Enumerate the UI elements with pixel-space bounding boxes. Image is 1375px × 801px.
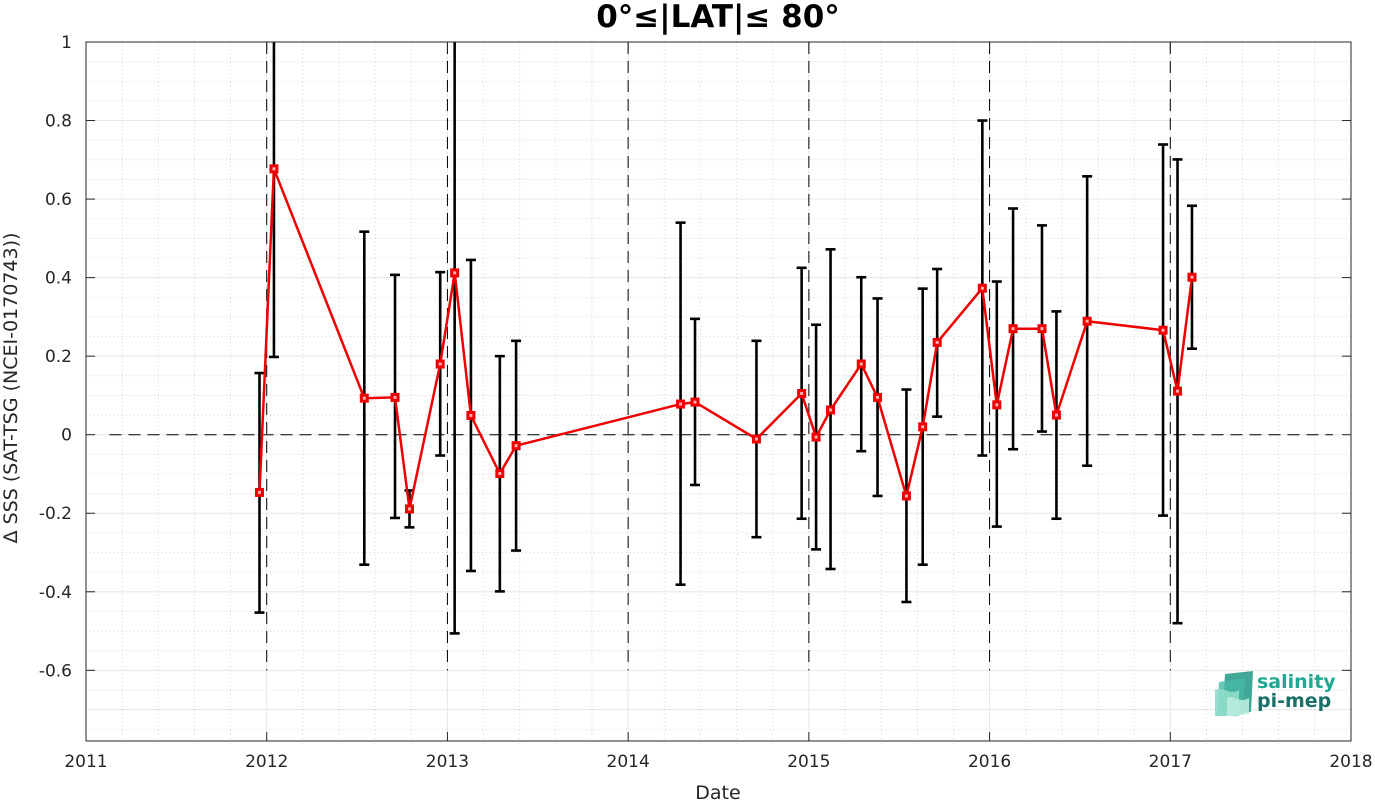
y-tick-label: -0.6: [39, 661, 72, 681]
logo-emblem-icon: [1215, 671, 1253, 716]
data-point-marker-center: [469, 413, 473, 417]
data-point-marker-center: [904, 494, 908, 498]
data-point-marker-center: [693, 400, 697, 404]
data-point-marker-center: [876, 395, 880, 399]
data-point-marker-center: [1040, 327, 1044, 331]
data-point-marker-center: [859, 362, 863, 366]
data-point-marker-center: [438, 362, 442, 366]
salinity-pi-mep-logo: salinity pi-mep: [1215, 671, 1336, 716]
plot-frame: [85, 41, 1352, 742]
x-tick-label: 2011: [64, 752, 107, 772]
chart-title: 0°≤|LAT|≤ 80°: [596, 0, 840, 35]
data-point-marker-center: [980, 286, 984, 290]
data-point-marker-center: [1011, 327, 1015, 331]
data-point-marker-center: [679, 402, 683, 406]
x-tick-labels: 2011 2012 2013 2014 2015 2016 2017 2018: [64, 752, 1372, 772]
data-markers: [254, 164, 1197, 514]
x-tick-label: 2013: [426, 752, 469, 772]
data-point-marker-center: [362, 396, 366, 400]
y-tick-label: 0.6: [45, 190, 72, 210]
y-tick-label: 0.4: [45, 269, 72, 289]
y-tick-label: 0: [61, 426, 72, 446]
data-point-marker-center: [1054, 413, 1058, 417]
y-tick-label: 0.2: [45, 347, 72, 367]
data-point-marker-center: [921, 425, 925, 429]
y-tick-labels: 1 0.8 0.6 0.4 0.2 0 -0.2 -0.4 -0.6: [39, 33, 72, 681]
data-point-marker-center: [272, 167, 276, 171]
data-point-marker-center: [829, 408, 833, 412]
y-tick-label: -0.2: [39, 504, 72, 524]
data-point-marker-center: [814, 435, 818, 439]
data-point-marker-center: [935, 340, 939, 344]
data-point-marker-center: [407, 507, 411, 511]
data-point-marker-center: [754, 437, 758, 441]
x-axis-label: Date: [695, 782, 740, 801]
data-point-marker-center: [453, 271, 457, 275]
x-tick-label: 2014: [607, 752, 650, 772]
y-tick-label: 1: [61, 33, 72, 53]
tick-marks: [85, 41, 1352, 741]
y-axis-label: Δ SSS (SAT-TSG (NCEI-0170743)): [0, 233, 22, 544]
data-point-marker-center: [393, 395, 397, 399]
y-tick-label: 0.8: [45, 112, 72, 132]
data-point-marker-center: [1190, 275, 1194, 279]
data-point-marker-center: [1161, 328, 1165, 332]
y-tick-label: -0.4: [39, 583, 72, 603]
series-line: [258, 167, 1194, 511]
x-tick-label: 2017: [1149, 752, 1192, 772]
data-point-marker-center: [257, 490, 261, 494]
data-point-marker-center: [498, 472, 502, 476]
data-point-marker-center: [1085, 319, 1089, 323]
logo-text-salinity: salinity: [1257, 671, 1336, 693]
x-tick-label: 2016: [968, 752, 1011, 772]
data-point-marker-center: [800, 391, 804, 395]
x-tick-label: 2015: [787, 752, 830, 772]
x-tick-label: 2018: [1329, 752, 1372, 772]
data-point-marker-center: [995, 403, 999, 407]
x-tick-label: 2012: [245, 752, 288, 772]
logo-text-pi-mep: pi-mep: [1257, 690, 1331, 712]
series-line-group: [258, 167, 1194, 511]
data-point-marker-center: [1176, 389, 1180, 393]
data-point-marker-center: [514, 444, 518, 448]
